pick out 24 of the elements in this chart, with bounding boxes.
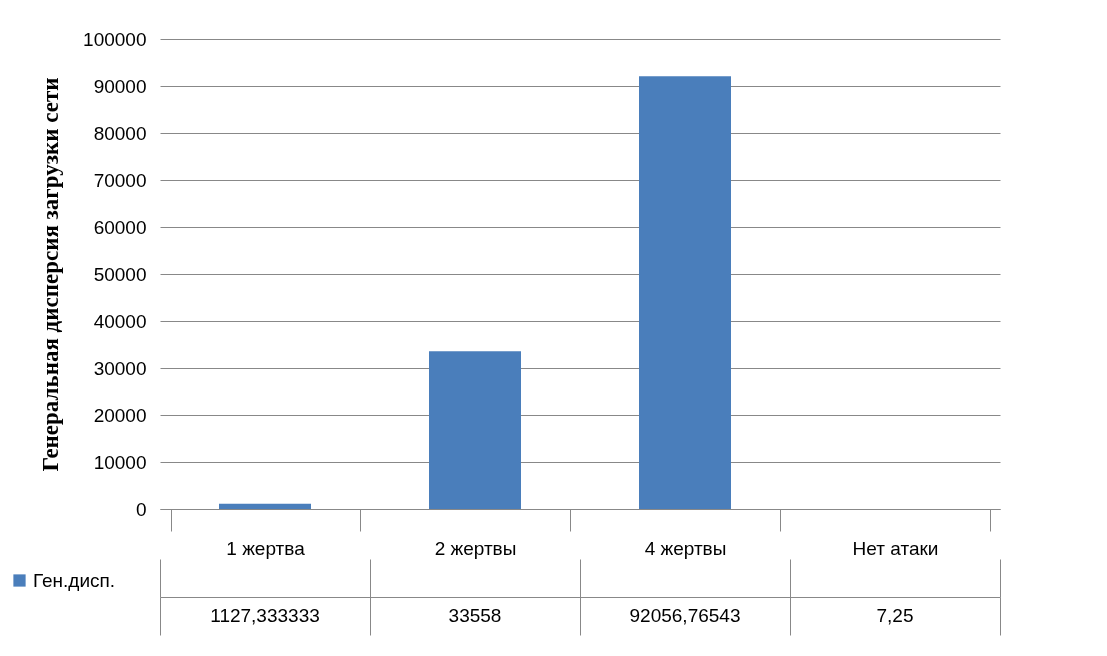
x-tick-label: Нет атаки xyxy=(852,537,939,559)
data-label: 92056,76543 xyxy=(629,605,741,626)
y-tick-label: 90000 xyxy=(93,75,147,97)
data-label: 7,25 xyxy=(876,605,914,626)
data-label: 33558 xyxy=(448,605,502,626)
x-tick-label: 4 жертвы xyxy=(644,537,727,559)
x-tick-label: 2 жертвы xyxy=(434,537,517,559)
y-tick-label: 0 xyxy=(135,498,147,520)
bar xyxy=(219,503,311,509)
y-tick-label: 40000 xyxy=(93,310,147,332)
x-tick-label: 1 жертва xyxy=(226,537,306,559)
y-tick-label: 20000 xyxy=(93,404,147,426)
bar xyxy=(429,351,521,509)
y-tick-label: 10000 xyxy=(93,451,147,473)
y-tick-label: 60000 xyxy=(93,216,147,238)
y-tick-label: 70000 xyxy=(93,169,147,191)
legend-label: Ген.дисп. xyxy=(33,569,116,591)
y-tick-label: 30000 xyxy=(93,357,147,379)
bar xyxy=(639,76,731,509)
y-tick-label: 80000 xyxy=(93,122,147,144)
y-tick-label: 50000 xyxy=(93,263,147,285)
data-label: 1127,333333 xyxy=(210,605,320,626)
y-tick-label: 100000 xyxy=(83,28,147,50)
y-axis-title: Генеральная дисперсия загрузки сети xyxy=(38,77,64,472)
